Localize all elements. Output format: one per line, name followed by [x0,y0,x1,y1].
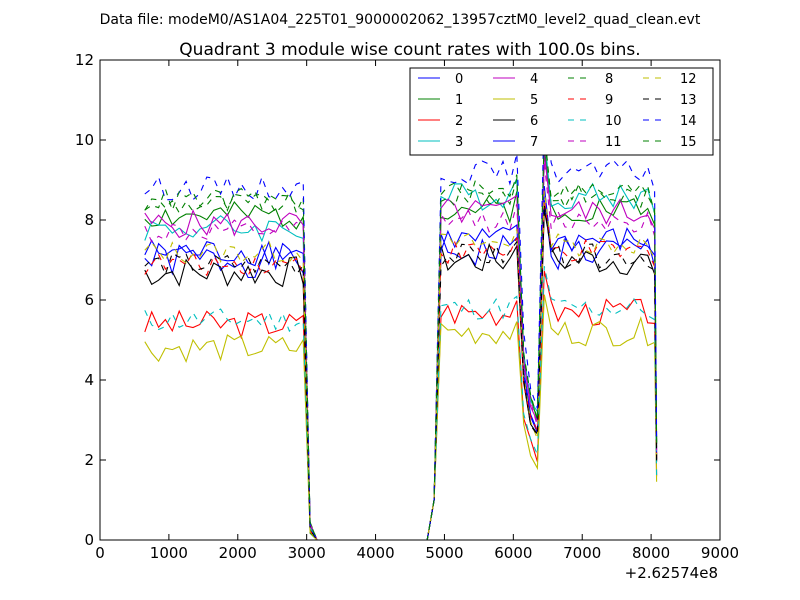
y-tick-label: 12 [75,51,94,69]
legend-label-12: 12 [680,72,697,87]
series-line-2 [144,270,658,540]
x-tick-label: 8000 [632,544,670,562]
legend-label-9: 9 [605,93,613,108]
series-line-4 [144,152,658,540]
legend-label-6: 6 [530,114,538,129]
series-line-7 [144,185,658,540]
series-line-3 [144,134,658,540]
series-line-12 [144,190,658,540]
series-line-1 [144,148,658,540]
x-tick-label: 5000 [425,544,463,562]
x-tick-label: 7000 [563,544,601,562]
chart-title: Quadrant 3 module wise count rates with … [179,40,640,60]
x-tick-label: 9000 [701,544,739,562]
y-tick-label: 10 [75,131,94,149]
x-tick-label: 4000 [356,544,394,562]
series-line-11 [144,162,658,540]
legend-label-10: 10 [605,114,622,129]
legend-box [409,67,714,156]
legend-label-1: 1 [455,93,463,108]
x-axis-offset-label: +2.62574e8 [625,564,718,582]
legend-label-3: 3 [455,135,463,150]
figure-suptitle: Data file: modeM0/AS1A04_225T01_90000020… [100,12,701,28]
x-tick-label: 1000 [150,544,188,562]
series-line-0 [144,200,658,540]
series-line-10 [144,266,658,540]
y-tick-label: 4 [84,371,94,389]
legend-label-7: 7 [530,135,538,150]
series-layer [144,105,658,540]
legend-label-15: 15 [680,135,697,150]
legend-label-11: 11 [605,135,622,150]
x-tick-label: 3000 [288,544,326,562]
x-tick-label: 0 [95,544,105,562]
y-tick-label: 8 [84,211,94,229]
legend-label-5: 5 [530,93,538,108]
series-line-14 [144,105,658,540]
legend-label-0: 0 [455,72,463,87]
axes-layer: 0 1000 2000 3000 4000 5000 6000 7000 8000 9000 0 2 4… [75,51,739,562]
y-tick-label: 0 [84,531,94,549]
series-line-5 [144,294,658,540]
x-tick-label: 2000 [219,544,257,562]
series-line-9 [144,200,658,540]
x-tick-label: 6000 [494,544,532,562]
legend-label-14: 14 [680,114,697,129]
y-tick-label: 2 [84,451,94,469]
legend-label-2: 2 [455,114,463,129]
legend-label-4: 4 [530,72,538,87]
legend-label-8: 8 [605,72,613,87]
legend-label-13: 13 [680,93,697,108]
series-line-8 [144,134,658,540]
y-tick-label: 6 [84,291,94,309]
